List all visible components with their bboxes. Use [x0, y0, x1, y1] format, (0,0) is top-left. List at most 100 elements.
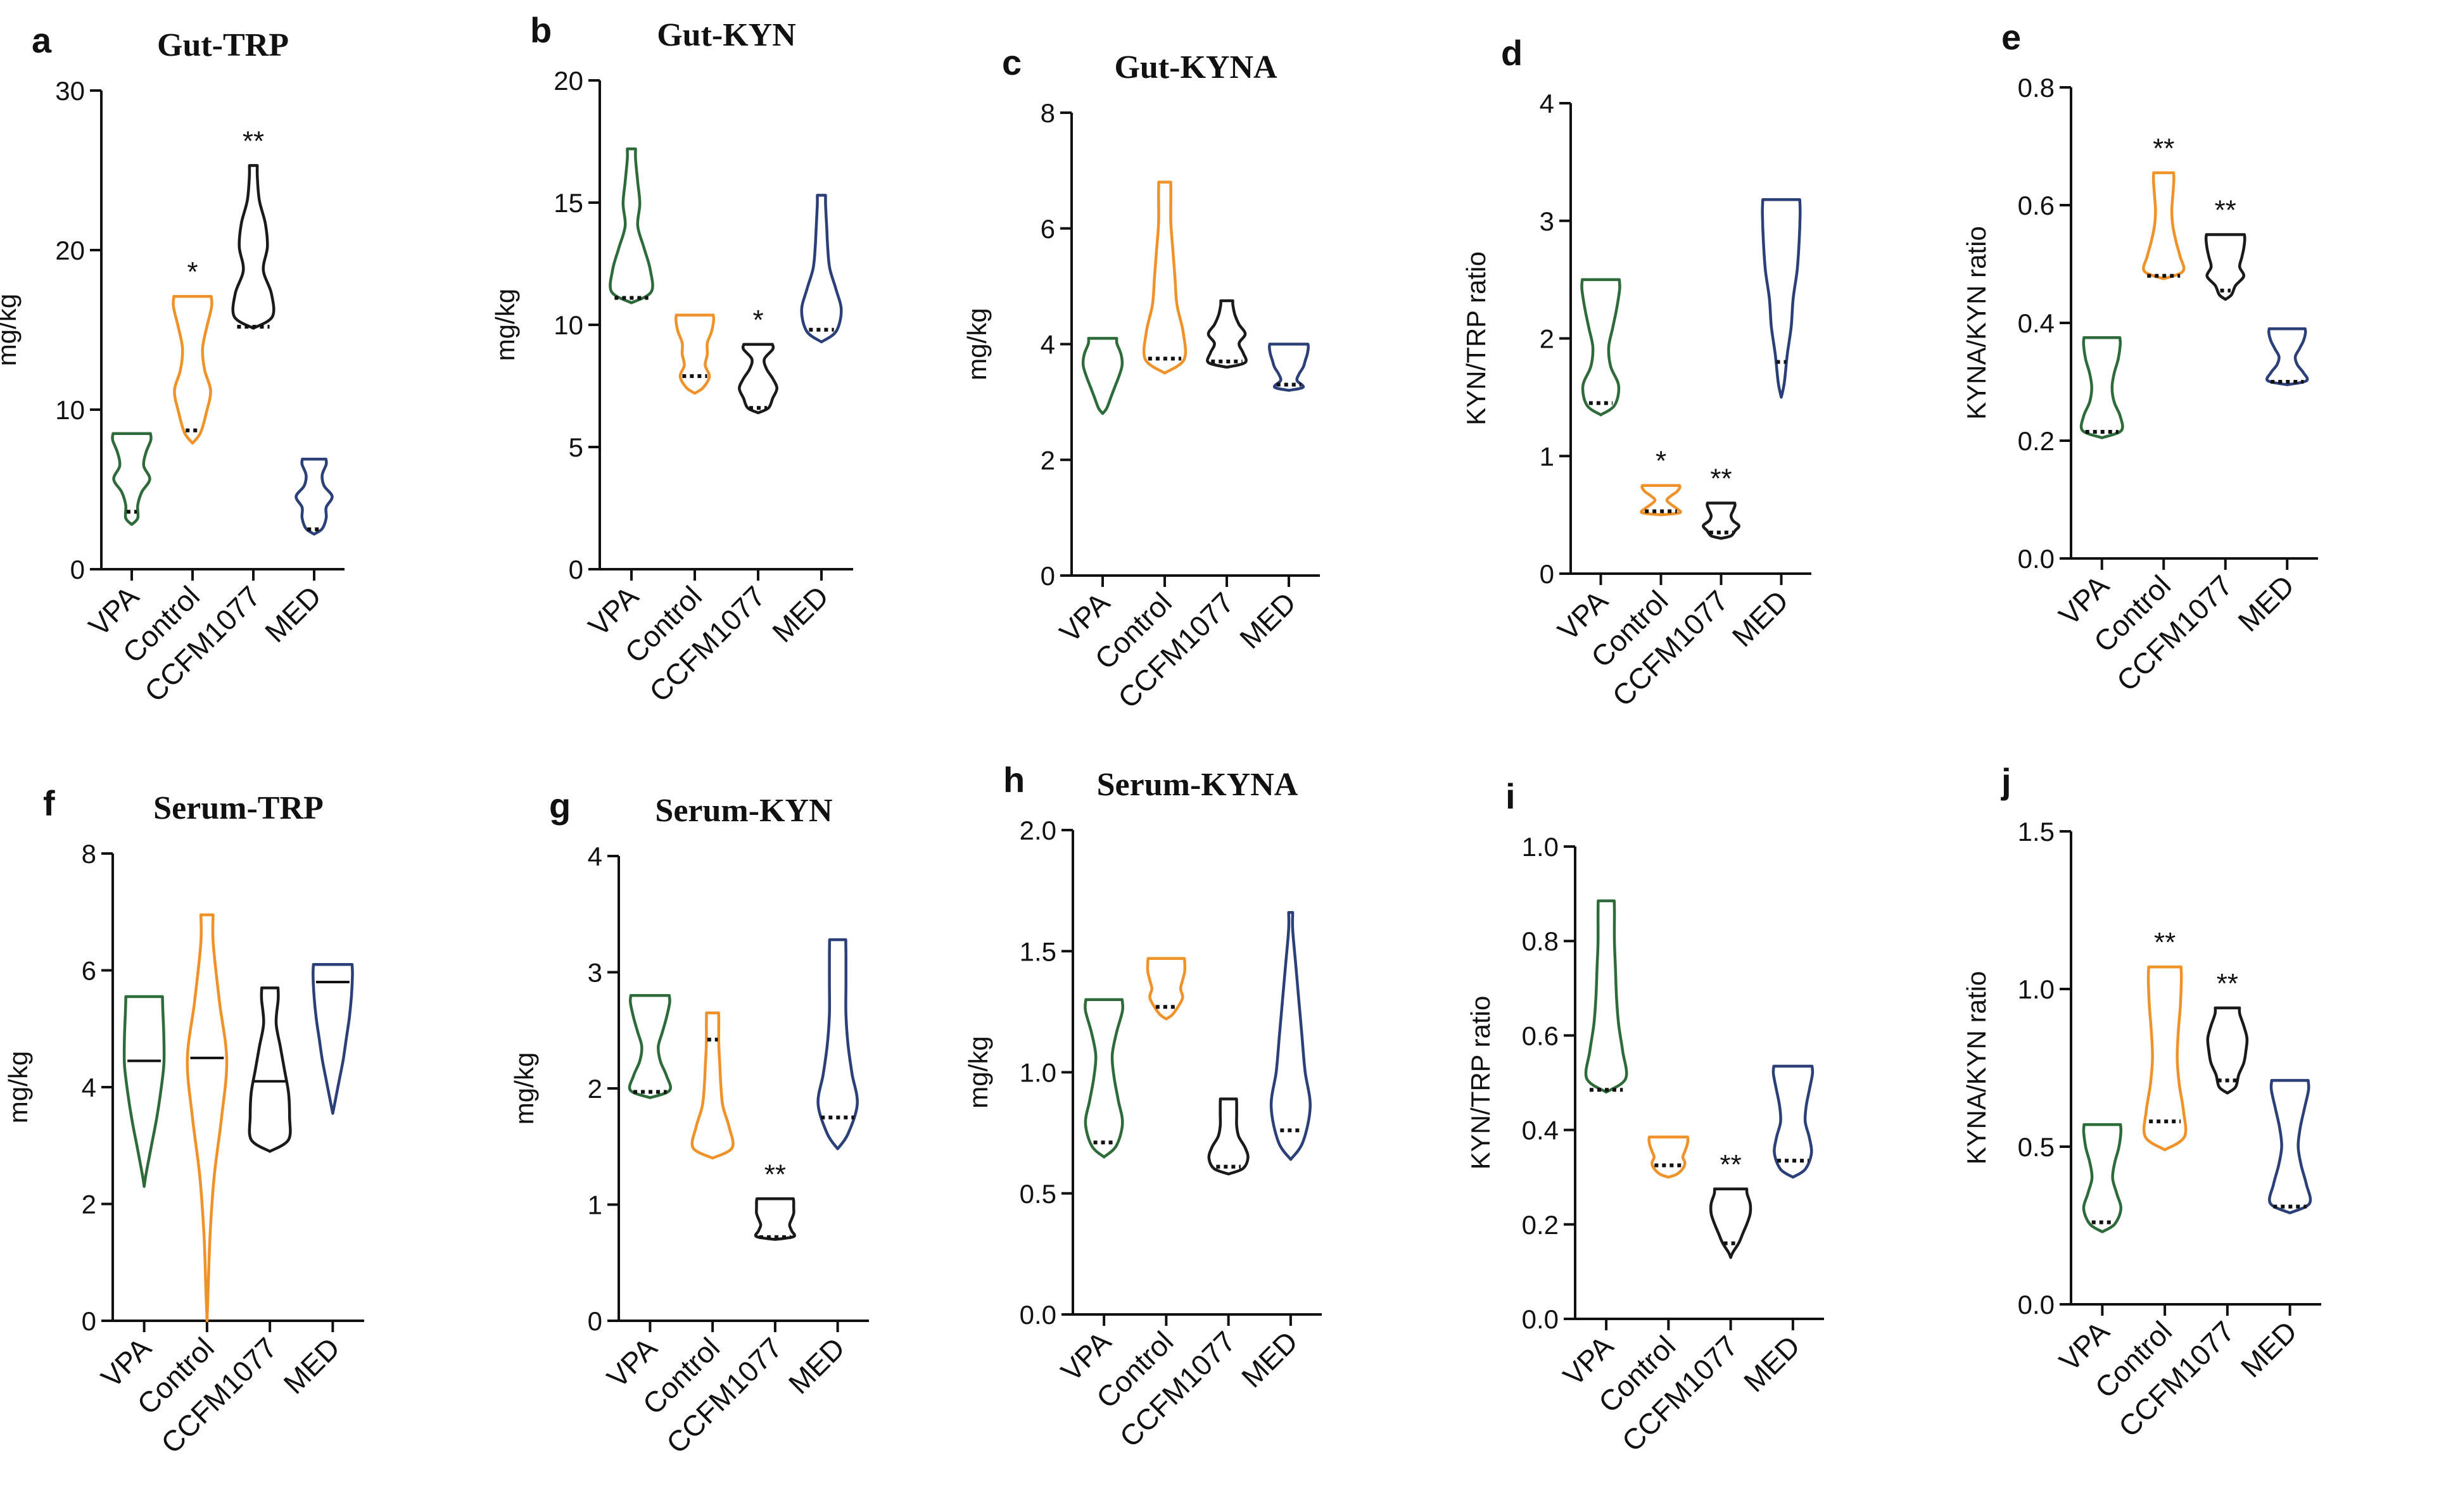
y-tick-label: 4	[588, 841, 602, 871]
panel-letter: c	[1002, 42, 1022, 82]
x-category-label: MED	[2231, 569, 2300, 638]
violin-med	[1268, 343, 1310, 392]
x-category-label: MED	[1737, 1329, 1806, 1398]
significance-label: **	[1710, 463, 1732, 495]
violin-med	[2265, 327, 2309, 386]
y-tick-label: 6	[1041, 214, 1055, 244]
panel-title: Gut-KYN	[657, 17, 796, 53]
violin-ccfm1077	[1206, 299, 1248, 369]
violin-vpa	[628, 993, 672, 1099]
y-axis-label: mg/kg	[963, 1036, 993, 1108]
violin-vpa	[1081, 337, 1124, 415]
y-tick-label: 0.4	[1522, 1116, 1559, 1145]
x-category-label: MED	[258, 579, 327, 648]
x-category-label: MED	[782, 1331, 851, 1400]
violin-ccfm1077	[2206, 1006, 2249, 1095]
significance-label: **	[2217, 968, 2238, 999]
y-tick-label: 0	[588, 1306, 602, 1336]
panel-title: Gut-TRP	[157, 27, 289, 63]
violin-control	[674, 313, 716, 395]
x-category-label: MED	[1235, 1325, 1304, 1394]
y-tick-label: 0	[569, 555, 583, 584]
y-tick-label: 0.6	[1522, 1021, 1559, 1050]
panel-letter: i	[1505, 776, 1516, 816]
violin-ccfm1077	[1207, 1097, 1250, 1176]
y-tick-label: 5	[569, 432, 583, 462]
significance-label: *	[1656, 446, 1666, 477]
violin-control	[2142, 171, 2186, 280]
y-axis-label: KYN/TRP ratio	[1461, 251, 1491, 425]
y-tick-label: 1	[1540, 441, 1554, 471]
violin-med	[816, 938, 859, 1150]
panel-letter: b	[530, 10, 552, 50]
violin-med	[800, 194, 843, 344]
y-tick-label: 4	[1540, 89, 1554, 118]
y-tick-label: 0.2	[1522, 1210, 1559, 1240]
panel-title: Serum-KYNA	[1097, 767, 1298, 803]
violin-control	[2142, 965, 2188, 1152]
y-tick-label: 2	[1540, 324, 1554, 354]
y-tick-label: 0.4	[2018, 308, 2055, 338]
violin-ccfm1077	[754, 1197, 796, 1241]
violin-vpa	[1580, 278, 1621, 417]
y-axis-label: mg/kg	[490, 289, 520, 361]
panel-title: Serum-TRP	[153, 790, 324, 826]
y-tick-label: 1.0	[2018, 974, 2055, 1004]
panel-g: g Serum-KYN01234mg/kgVPAControlCCFM1077**…	[509, 786, 869, 1459]
violin-control	[1146, 957, 1187, 1021]
y-tick-label: 3	[1540, 206, 1554, 236]
y-axis-label: mg/kg	[3, 1051, 33, 1123]
violin-vpa	[609, 147, 654, 305]
y-axis-label: mg/kg	[509, 1052, 539, 1125]
y-tick-label: 15	[554, 188, 583, 218]
y-tick-label: 8	[82, 839, 96, 869]
y-tick-label: 0	[70, 555, 85, 584]
y-tick-label: 0.6	[2018, 191, 2055, 220]
significance-label: **	[764, 1159, 786, 1190]
y-tick-label: 30	[55, 76, 85, 106]
violin-ccfm1077	[231, 164, 276, 330]
x-category-label: MED	[1726, 584, 1795, 653]
y-tick-label: 0	[1540, 559, 1554, 589]
violin-med	[295, 457, 334, 536]
y-tick-label: 0.0	[1522, 1304, 1559, 1334]
panel-letter: d	[1501, 33, 1523, 73]
violin-ccfm1077	[2204, 233, 2246, 301]
panel-letter: h	[1003, 760, 1025, 800]
violin-vpa	[1084, 998, 1125, 1159]
violin-control	[1142, 180, 1188, 375]
violin-med	[1269, 910, 1312, 1161]
significance-label: **	[1720, 1149, 1742, 1180]
y-tick-label: 0.0	[2018, 1290, 2055, 1320]
violin-ccfm1077	[738, 343, 778, 415]
y-tick-label: 1.5	[2018, 817, 2055, 847]
x-category-label: MED	[766, 579, 835, 648]
y-tick-label: 0.5	[2018, 1132, 2055, 1162]
y-tick-label: 0.5	[1020, 1179, 1056, 1209]
y-tick-label: 0.0	[1020, 1300, 1056, 1330]
violin-med	[2268, 1079, 2312, 1214]
panel-title: Gut-KYNA	[1114, 49, 1277, 85]
y-axis-label: KYNA/KYN ratio	[1961, 226, 1991, 420]
panel-title: Serum-KYN	[655, 793, 832, 829]
violin-control	[186, 913, 229, 1323]
y-tick-label: 0.8	[2018, 73, 2055, 103]
violin-vpa	[2079, 336, 2124, 439]
y-tick-label: 10	[554, 310, 583, 340]
violin-vpa	[1584, 899, 1628, 1094]
panel-h: h Serum-KYNA0.00.51.01.52.0mg/kgVPAContro…	[963, 760, 1322, 1453]
violin-ccfm1077	[248, 986, 292, 1153]
violin-vpa	[111, 432, 153, 526]
y-tick-label: 3	[588, 958, 602, 988]
y-tick-label: 2	[1041, 445, 1055, 475]
violin-med	[312, 963, 354, 1115]
panel-letter: g	[549, 786, 571, 826]
y-tick-label: 1.5	[1020, 936, 1056, 966]
significance-label: **	[243, 125, 264, 156]
violin-control	[690, 1011, 735, 1160]
y-tick-label: 0.2	[2018, 426, 2055, 456]
significance-label: *	[752, 305, 763, 336]
